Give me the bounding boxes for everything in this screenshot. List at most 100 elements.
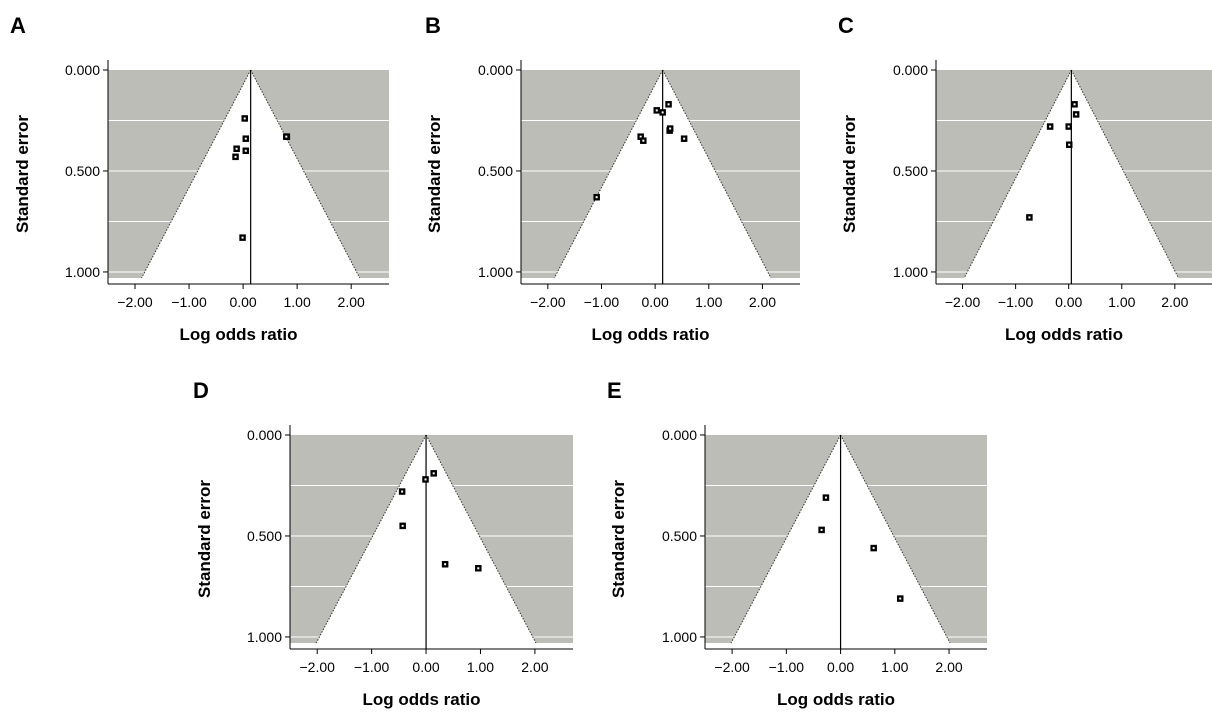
x-tick-label: 0.00: [1055, 294, 1082, 310]
x-tick-label: 0.00: [642, 294, 669, 310]
study-point-highlight: [595, 196, 598, 199]
panel-b: B 0.000 0.500 1.000 −2.00 −1.00 0.00 1.00 2.00 Lo…: [425, 13, 800, 344]
y-tick-label: 1.000: [662, 629, 697, 645]
y-tick-label: 0.000: [65, 62, 100, 78]
study-point-highlight: [1075, 113, 1078, 116]
funnel-limit-right: [662, 69, 772, 279]
study-point-highlight: [820, 528, 823, 531]
x-axis-title: Log odds ratio: [362, 690, 480, 709]
x-tick-label: −1.00: [354, 659, 390, 675]
y-tick-label: 0.500: [478, 163, 513, 179]
y-tick-label: 0.500: [247, 528, 282, 544]
x-tick-label: −1.00: [584, 294, 620, 310]
study-point-highlight: [661, 111, 664, 114]
x-tick-label: 0.00: [827, 659, 854, 675]
study-point-highlight: [432, 472, 435, 475]
y-tick-label: 0.000: [662, 427, 697, 443]
y-tick-label: 0.500: [65, 163, 100, 179]
study-point-highlight: [872, 547, 875, 550]
study-point-highlight: [1073, 103, 1076, 106]
x-tick-label: 2.00: [1161, 294, 1188, 310]
x-axis-title: Log odds ratio: [1005, 325, 1123, 344]
panel-letter: E: [607, 378, 622, 403]
x-tick-label: 0.00: [229, 294, 256, 310]
study-point-highlight: [244, 149, 247, 152]
x-tick-label: 1.00: [467, 659, 494, 675]
x-axis-title: Log odds ratio: [591, 325, 709, 344]
y-tick-label: 0.500: [893, 163, 928, 179]
x-tick-label: −1.00: [171, 294, 207, 310]
x-tick-label: −2.00: [117, 294, 153, 310]
study-point-highlight: [683, 137, 686, 140]
x-tick-label: 2.00: [338, 294, 365, 310]
x-tick-label: −1.00: [769, 659, 805, 675]
x-tick-label: −1.00: [998, 294, 1034, 310]
y-tick-label: 1.000: [478, 264, 513, 280]
funnel-limit-right: [250, 69, 361, 279]
x-tick-label: 1.00: [284, 294, 311, 310]
panel-c: C 0.000 0.500 1.000 −2.00 −1.00 0.00 1.00 2.00 Lo…: [838, 13, 1212, 344]
y-tick-label: 0.000: [478, 62, 513, 78]
funnel-limit-left: [315, 434, 427, 644]
y-axis-title: Standard error: [195, 480, 214, 598]
y-axis-title: Standard error: [840, 115, 859, 233]
x-axis-title: Log odds ratio: [179, 325, 297, 344]
funnel-limit-left: [730, 434, 842, 644]
x-tick-label: −2.00: [530, 294, 566, 310]
study-point-highlight: [401, 524, 404, 527]
study-point-highlight: [639, 135, 642, 138]
y-tick-label: 0.000: [893, 62, 928, 78]
y-axis-title: Standard error: [425, 115, 444, 233]
x-tick-label: 1.00: [695, 294, 722, 310]
study-point-highlight: [1067, 125, 1070, 128]
y-tick-label: 1.000: [65, 264, 100, 280]
study-point-highlight: [444, 563, 447, 566]
funnel-limit-left: [141, 69, 252, 279]
x-tick-label: 2.00: [935, 659, 962, 675]
study-point-highlight: [424, 478, 427, 481]
study-point-highlight: [234, 155, 237, 158]
panel-a: A 0.000 0.500 1.000 −2.00 −1.00 0.00 1.00 2.00 Lo…: [10, 13, 389, 344]
study-point-highlight: [899, 597, 902, 600]
study-point-highlight: [244, 137, 247, 140]
x-tick-label: −2.00: [714, 659, 750, 675]
study-point-highlight: [477, 567, 480, 570]
panel-e: E 0.000 0.500 1.000 −2.00 −1.00 0.00 1.00 2.00 Lo…: [607, 378, 987, 709]
panel-letter: D: [193, 378, 209, 403]
panel-d: D 0.000 0.500 1.000 −2.00 −1.00 0.00 1.00 2.00 Lo…: [193, 378, 573, 709]
study-point-highlight: [824, 496, 827, 499]
study-point-highlight: [667, 103, 670, 106]
study-point-highlight: [235, 147, 238, 150]
study-point-highlight: [642, 139, 645, 142]
panel-letter: B: [425, 13, 441, 38]
y-axis-title: Standard error: [609, 480, 628, 598]
x-tick-label: 2.00: [521, 659, 548, 675]
study-point-highlight: [285, 135, 288, 138]
x-tick-label: 2.00: [749, 294, 776, 310]
y-tick-label: 1.000: [893, 264, 928, 280]
y-axis-title: Standard error: [13, 115, 32, 233]
funnel-limit-left: [553, 69, 664, 279]
study-point-highlight: [1028, 216, 1031, 219]
funnel-limit-right: [425, 434, 537, 644]
study-point-highlight: [243, 117, 246, 120]
x-tick-label: 0.00: [412, 659, 439, 675]
panel-letter: C: [838, 13, 854, 38]
study-point-highlight: [1068, 143, 1071, 146]
x-tick-label: −2.00: [945, 294, 981, 310]
x-tick-label: −2.00: [299, 659, 335, 675]
y-tick-label: 0.500: [662, 528, 697, 544]
panel-letter: A: [10, 13, 26, 38]
x-tick-label: 1.00: [881, 659, 908, 675]
y-tick-label: 0.000: [247, 427, 282, 443]
x-axis-title: Log odds ratio: [777, 690, 895, 709]
study-point-highlight: [655, 109, 658, 112]
study-point-highlight: [401, 490, 404, 493]
study-point-highlight: [1049, 125, 1052, 128]
study-point-highlight: [669, 127, 672, 130]
y-tick-label: 1.000: [247, 629, 282, 645]
x-tick-label: 1.00: [1108, 294, 1135, 310]
funnel-limit-right: [840, 434, 951, 644]
study-point-highlight: [241, 236, 244, 239]
